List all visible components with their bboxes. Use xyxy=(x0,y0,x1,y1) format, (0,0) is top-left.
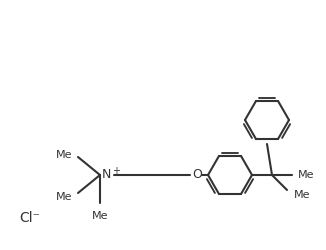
Text: +: + xyxy=(112,166,120,176)
Text: Me: Me xyxy=(92,211,108,221)
Text: Me: Me xyxy=(55,192,72,202)
Text: N: N xyxy=(102,168,111,181)
Text: Me: Me xyxy=(55,150,72,160)
Text: Me: Me xyxy=(298,170,315,180)
Text: O: O xyxy=(192,168,202,181)
Text: Cl⁻: Cl⁻ xyxy=(20,210,40,224)
Text: Me: Me xyxy=(294,190,310,200)
